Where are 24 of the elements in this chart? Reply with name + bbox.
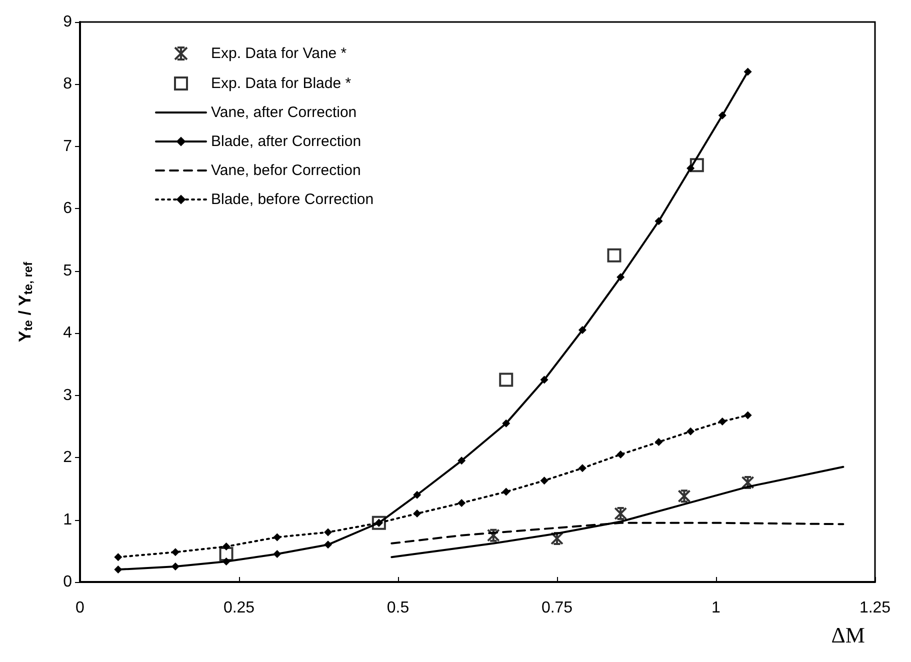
x-tick-label: 0.25 (223, 600, 255, 616)
y-tick-label: 9 (63, 14, 72, 30)
y-tick-label: 7 (63, 138, 72, 155)
legend-label: Vane, befor Correction (211, 162, 361, 179)
legend-label: Vane, after Correction (211, 104, 357, 121)
x-tick-label: 0 (76, 600, 85, 616)
y-axis-title: Yte / Yte, ref (16, 260, 35, 342)
y-tick-label: 3 (63, 386, 72, 404)
x-tick-label: 0.75 (541, 600, 573, 616)
y-tick-label: 8 (63, 76, 72, 93)
x-tick-label: 1 (712, 600, 721, 616)
legend-label: Blade, after Correction (211, 133, 362, 150)
y-tick-label: 2 (63, 449, 72, 466)
legend-label: Blade, before Correction (211, 191, 374, 208)
y-tick-label: 1 (63, 511, 72, 528)
legend-label: Exp. Data for Vane * (211, 45, 347, 62)
x-axis-title: ΔM (831, 622, 865, 648)
y-tick-label: 4 (63, 324, 72, 342)
y-tick-label: 5 (63, 262, 72, 280)
y-tick-label: 6 (63, 200, 72, 218)
legend-label: Exp. Data for Blade * (211, 75, 352, 92)
x-tick-label: 0.5 (386, 600, 410, 616)
x-tick-label: 1.25 (859, 600, 891, 616)
y-tick-label: 0 (63, 574, 72, 590)
